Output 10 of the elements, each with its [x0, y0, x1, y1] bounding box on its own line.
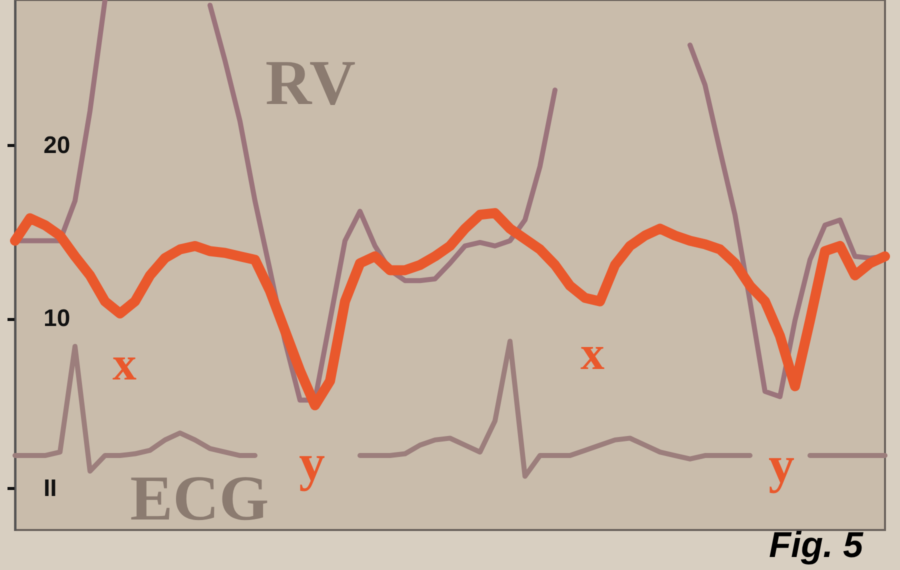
annotation: x — [112, 337, 136, 390]
y-tick-label: 20 — [44, 132, 70, 159]
y-tick-label: II — [44, 474, 57, 502]
series-label: ECG — [130, 462, 269, 534]
annotation: y — [299, 435, 325, 492]
annotation: y — [768, 436, 794, 494]
y-tick-label: 10 — [44, 305, 70, 332]
series-label: RV — [265, 46, 356, 118]
annotation: x — [580, 327, 604, 380]
annotation: Fig. 5 — [768, 524, 864, 565]
